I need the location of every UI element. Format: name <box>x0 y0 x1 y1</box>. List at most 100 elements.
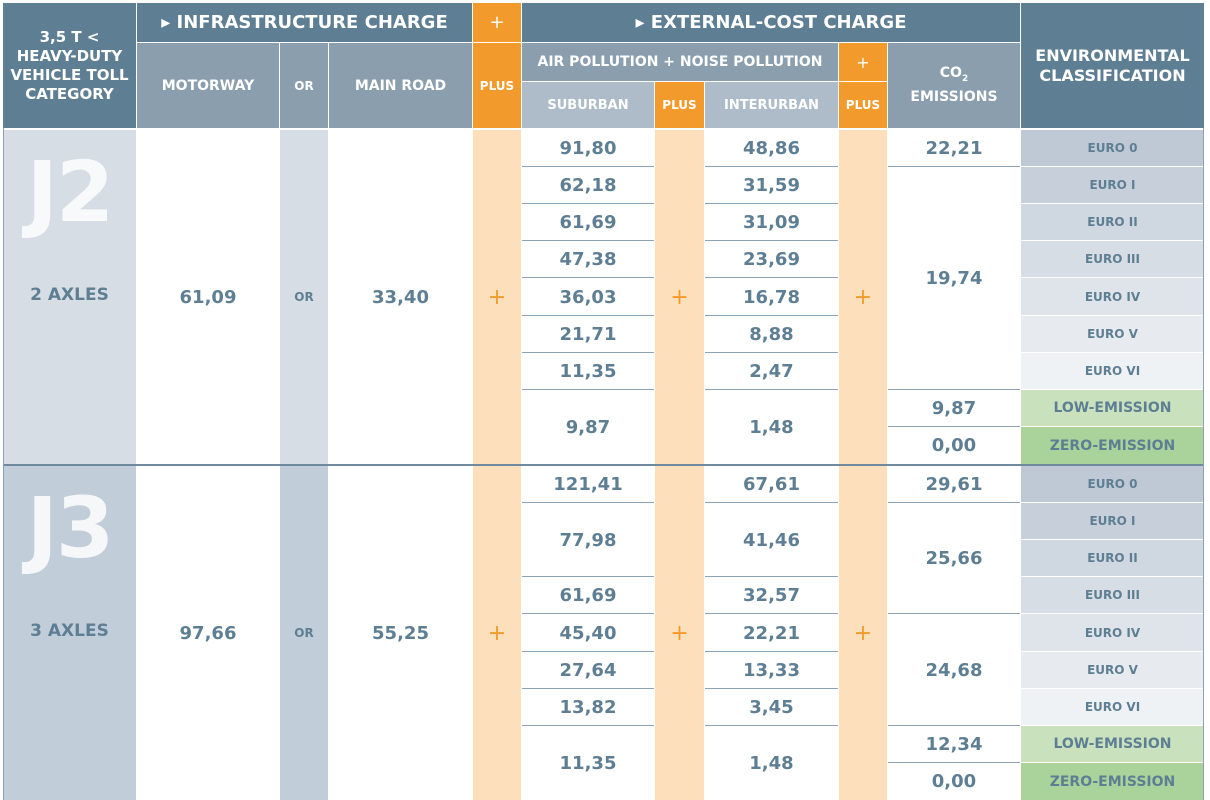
j3-interurban-3: 22,21 <box>743 622 800 644</box>
j3-axles: 3 AXLES <box>30 621 109 641</box>
j3-line-int-3 <box>705 613 838 614</box>
category-label-line3: VEHICLE TOLL <box>10 65 129 84</box>
j2-co2-0: 22,21 <box>925 138 983 159</box>
j3-line-sub-2 <box>522 576 654 577</box>
j2-interurban-6: 2,47 <box>749 361 794 382</box>
block-separator <box>3 464 1204 466</box>
j3-line-sub-6 <box>522 725 654 726</box>
j3-plus-1: + <box>473 466 521 800</box>
plus-word-2: PLUS <box>662 98 697 112</box>
j3-env-4: EURO IV <box>1021 614 1204 651</box>
j3-suburban-3: 45,40 <box>559 622 617 644</box>
motorway-label: MOTORWAY <box>161 77 255 94</box>
j2-interurban-7: 1,48 <box>749 416 794 438</box>
env-class-line2: CLASSIFICATION <box>1039 65 1186 85</box>
j3-line-int-1 <box>705 502 838 503</box>
j2-env-4: EURO IV <box>1021 278 1204 315</box>
j2-plus-1: + <box>473 130 521 464</box>
motorway-header: MOTORWAY <box>137 43 279 128</box>
j2-line-int-2 <box>705 203 838 204</box>
j2-interurban-3: 23,69 <box>743 249 800 270</box>
j2-suburban-0: 91,80 <box>559 138 617 159</box>
j3-suburban-2: 61,69 <box>559 585 617 606</box>
or-label: OR <box>294 78 314 93</box>
j3-env-8: ZERO-EMISSION <box>1021 763 1204 800</box>
j3-env-3: EURO III <box>1021 577 1204 613</box>
j2-env-3: EURO III <box>1021 241 1204 277</box>
plus-word-3: PLUS <box>845 98 881 112</box>
air-noise-label: AIR POLLUTION + NOISE POLLUTION <box>537 54 823 70</box>
j2-suburban-7: 9,87 <box>565 416 611 438</box>
plus-symbol-2: + <box>856 52 870 72</box>
j2-line-sub-6 <box>522 352 654 353</box>
j2-line-sub-1 <box>522 166 654 167</box>
j2-line-sub-5 <box>522 315 654 316</box>
j2-line-int-4 <box>705 277 838 278</box>
air-noise-header: AIR POLLUTION + NOISE POLLUTION <box>522 43 838 81</box>
j2-suburban-3: 47,38 <box>559 249 617 270</box>
j2-line-int-3 <box>705 240 838 241</box>
external-cost-charge-header: ▸ EXTERNAL-COST CHARGE <box>522 3 1020 42</box>
j3-or: OR <box>280 466 328 800</box>
j2-env-7: LOW-EMISSION <box>1021 390 1204 426</box>
j2-interurban-5: 8,88 <box>749 324 794 345</box>
j2-main-road-value: 33,40 <box>372 286 429 308</box>
j3-line-int-5 <box>705 688 838 689</box>
j3-co2-3: 12,34 <box>925 734 983 755</box>
category-label-line1: 3,5 T < <box>39 27 100 46</box>
j3-line-sub-3 <box>522 613 654 614</box>
j3-suburban-5: 13,82 <box>559 697 617 718</box>
j2-interurban-1: 31,59 <box>743 175 800 196</box>
j3-plus-2: + <box>655 466 704 800</box>
j3-line-sub-4 <box>522 651 654 652</box>
j2-line-sub-3 <box>522 240 654 241</box>
j3-suburban-4: 27,64 <box>559 660 617 681</box>
j3-line-co2-3 <box>888 725 1020 726</box>
main-road-header: MAIN ROAD <box>329 43 472 128</box>
j3-interurban-4: 13,33 <box>743 660 800 681</box>
j2-suburban-2: 61,69 <box>559 212 617 233</box>
suburban-header: SUBURBAN <box>522 82 654 128</box>
j2-line-co2-3 <box>888 426 1020 427</box>
j2-line-co2-1 <box>888 166 1020 167</box>
j2-code: J2 <box>26 143 115 241</box>
j3-line-int-2 <box>705 576 838 577</box>
j2-or: OR <box>280 130 328 464</box>
j2-co2-3: 0,00 <box>931 435 977 456</box>
interurban-header: INTERURBAN <box>705 82 838 128</box>
j2-env-1: EURO I <box>1021 167 1204 203</box>
plus-header-top: + <box>473 3 521 42</box>
j2-co2-1: 19,74 <box>925 268 983 289</box>
interurban-label: INTERURBAN <box>724 97 819 113</box>
j3-env-2: EURO II <box>1021 540 1204 576</box>
j3-line-co2-1 <box>888 502 1020 503</box>
env-class-header: ENVIRONMENTAL CLASSIFICATION <box>1021 3 1204 128</box>
j2-env-0: EURO 0 <box>1021 130 1204 166</box>
plus-header-infra: PLUS <box>473 43 521 128</box>
external-cost-charge-label: ▸ EXTERNAL-COST CHARGE <box>635 12 907 33</box>
j3-interurban-0: 67,61 <box>743 474 800 495</box>
j3-interurban-1: 41,46 <box>743 529 800 551</box>
j2-category-cell: J2 2 AXLES <box>3 130 136 464</box>
co2-line1: CO2 <box>940 64 968 89</box>
category-label-line2: HEAVY-DUTY <box>16 46 123 65</box>
j3-interurban-6: 1,48 <box>749 752 794 774</box>
infrastructure-charge-header: ▸ INFRASTRUCTURE CHARGE <box>137 3 472 42</box>
j2-line-int-5 <box>705 315 838 316</box>
j2-line-sub-2 <box>522 203 654 204</box>
j2-env-2: EURO II <box>1021 204 1204 240</box>
j2-env-5: EURO V <box>1021 316 1204 352</box>
j2-suburban-4: 36,03 <box>559 286 617 308</box>
j2-plus-3: + <box>839 130 887 464</box>
j3-co2-0: 29,61 <box>925 474 983 495</box>
co2-header: CO2 EMISSIONS <box>888 43 1020 128</box>
j3-suburban-6: 11,35 <box>559 752 617 774</box>
j3-main-road-value: 55,25 <box>372 622 429 644</box>
main-road-label: MAIN ROAD <box>354 77 447 94</box>
j3-co2-1: 25,66 <box>925 548 983 569</box>
plus-symbol: + <box>489 12 505 33</box>
j3-env-5: EURO V <box>1021 652 1204 688</box>
j3-line-co2-2 <box>888 613 1020 614</box>
j3-line-co2-4 <box>888 762 1020 763</box>
co2-text: CO <box>939 64 962 81</box>
